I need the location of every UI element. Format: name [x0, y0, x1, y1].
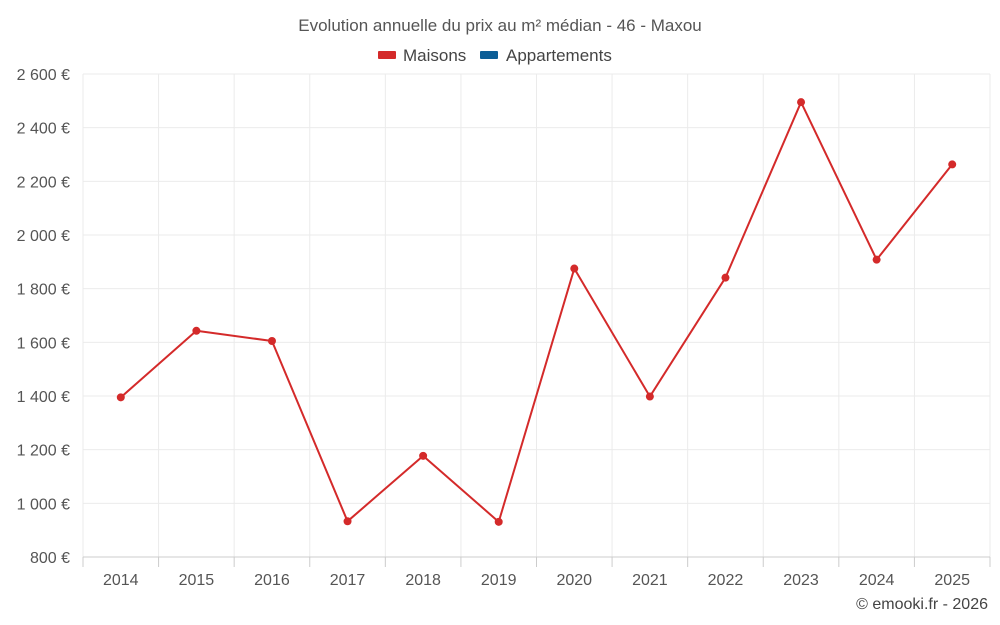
- x-tick-label: 2021: [632, 572, 668, 589]
- data-point-maisons[interactable]: [116, 393, 125, 402]
- y-tick-label: 1 000 €: [17, 496, 70, 513]
- legend: Maisons Appartements: [378, 46, 612, 65]
- legend-label-appartements[interactable]: Appartements: [506, 46, 612, 65]
- data-point-maisons[interactable]: [192, 326, 201, 335]
- data-point-maisons[interactable]: [872, 255, 881, 264]
- legend-label-maisons[interactable]: Maisons: [403, 46, 466, 65]
- y-tick-label: 2 600 €: [17, 67, 70, 84]
- legend-swatch-appartements: [480, 51, 498, 59]
- series-line-maisons: [120, 101, 953, 523]
- y-tick-label: 800 €: [30, 550, 70, 567]
- data-point-maisons[interactable]: [343, 517, 352, 526]
- y-tick-label: 2 400 €: [17, 121, 70, 138]
- series-lines: [120, 101, 953, 523]
- x-tick-label: 2016: [254, 572, 290, 589]
- x-tick-label: 2022: [708, 572, 744, 589]
- legend-swatch-maisons: [378, 51, 396, 59]
- x-tick-label: 2025: [934, 572, 970, 589]
- x-tick-label: 2015: [179, 572, 215, 589]
- data-point-maisons[interactable]: [570, 264, 579, 273]
- y-tick-label: 2 200 €: [17, 174, 70, 191]
- credit-text: © emooki.fr - 2026: [856, 596, 988, 613]
- y-tick-label: 1 800 €: [17, 282, 70, 299]
- x-tick-label: 2014: [103, 572, 139, 589]
- x-tick-label: 2020: [556, 572, 592, 589]
- x-tick-label: 2018: [405, 572, 441, 589]
- x-tick-label: 2017: [330, 572, 366, 589]
- series-points: [116, 98, 957, 526]
- legend-item-maisons[interactable]: Maisons: [378, 46, 466, 65]
- chart-title: Evolution annuelle du prix au m² médian …: [298, 16, 702, 35]
- data-point-maisons[interactable]: [419, 451, 428, 460]
- x-axis-labels: 2014 2015 2016 2017 2018 2019 2020 2021 2022 2023…: [103, 572, 970, 589]
- legend-item-appartements[interactable]: Appartements: [480, 46, 612, 65]
- data-point-maisons[interactable]: [797, 98, 806, 107]
- x-tick-label: 2019: [481, 572, 517, 589]
- y-tick-label: 1 600 €: [17, 335, 70, 352]
- y-tick-label: 2 000 €: [17, 228, 70, 245]
- x-tick-label: 2024: [859, 572, 895, 589]
- data-point-maisons[interactable]: [267, 336, 276, 345]
- y-tick-label: 1 200 €: [17, 443, 70, 460]
- data-point-maisons[interactable]: [645, 392, 654, 401]
- axes: [82, 556, 991, 567]
- data-point-maisons[interactable]: [494, 517, 503, 526]
- data-point-maisons[interactable]: [948, 160, 957, 169]
- y-tick-label: 1 400 €: [17, 389, 70, 406]
- data-point-maisons[interactable]: [721, 273, 730, 282]
- x-gridlines: [82, 74, 991, 557]
- y-axis-labels: 800 € 1 000 € 1 200 € 1 400 € 1 600 € 1 800 €…: [17, 67, 70, 567]
- x-tick-label: 2023: [783, 572, 819, 589]
